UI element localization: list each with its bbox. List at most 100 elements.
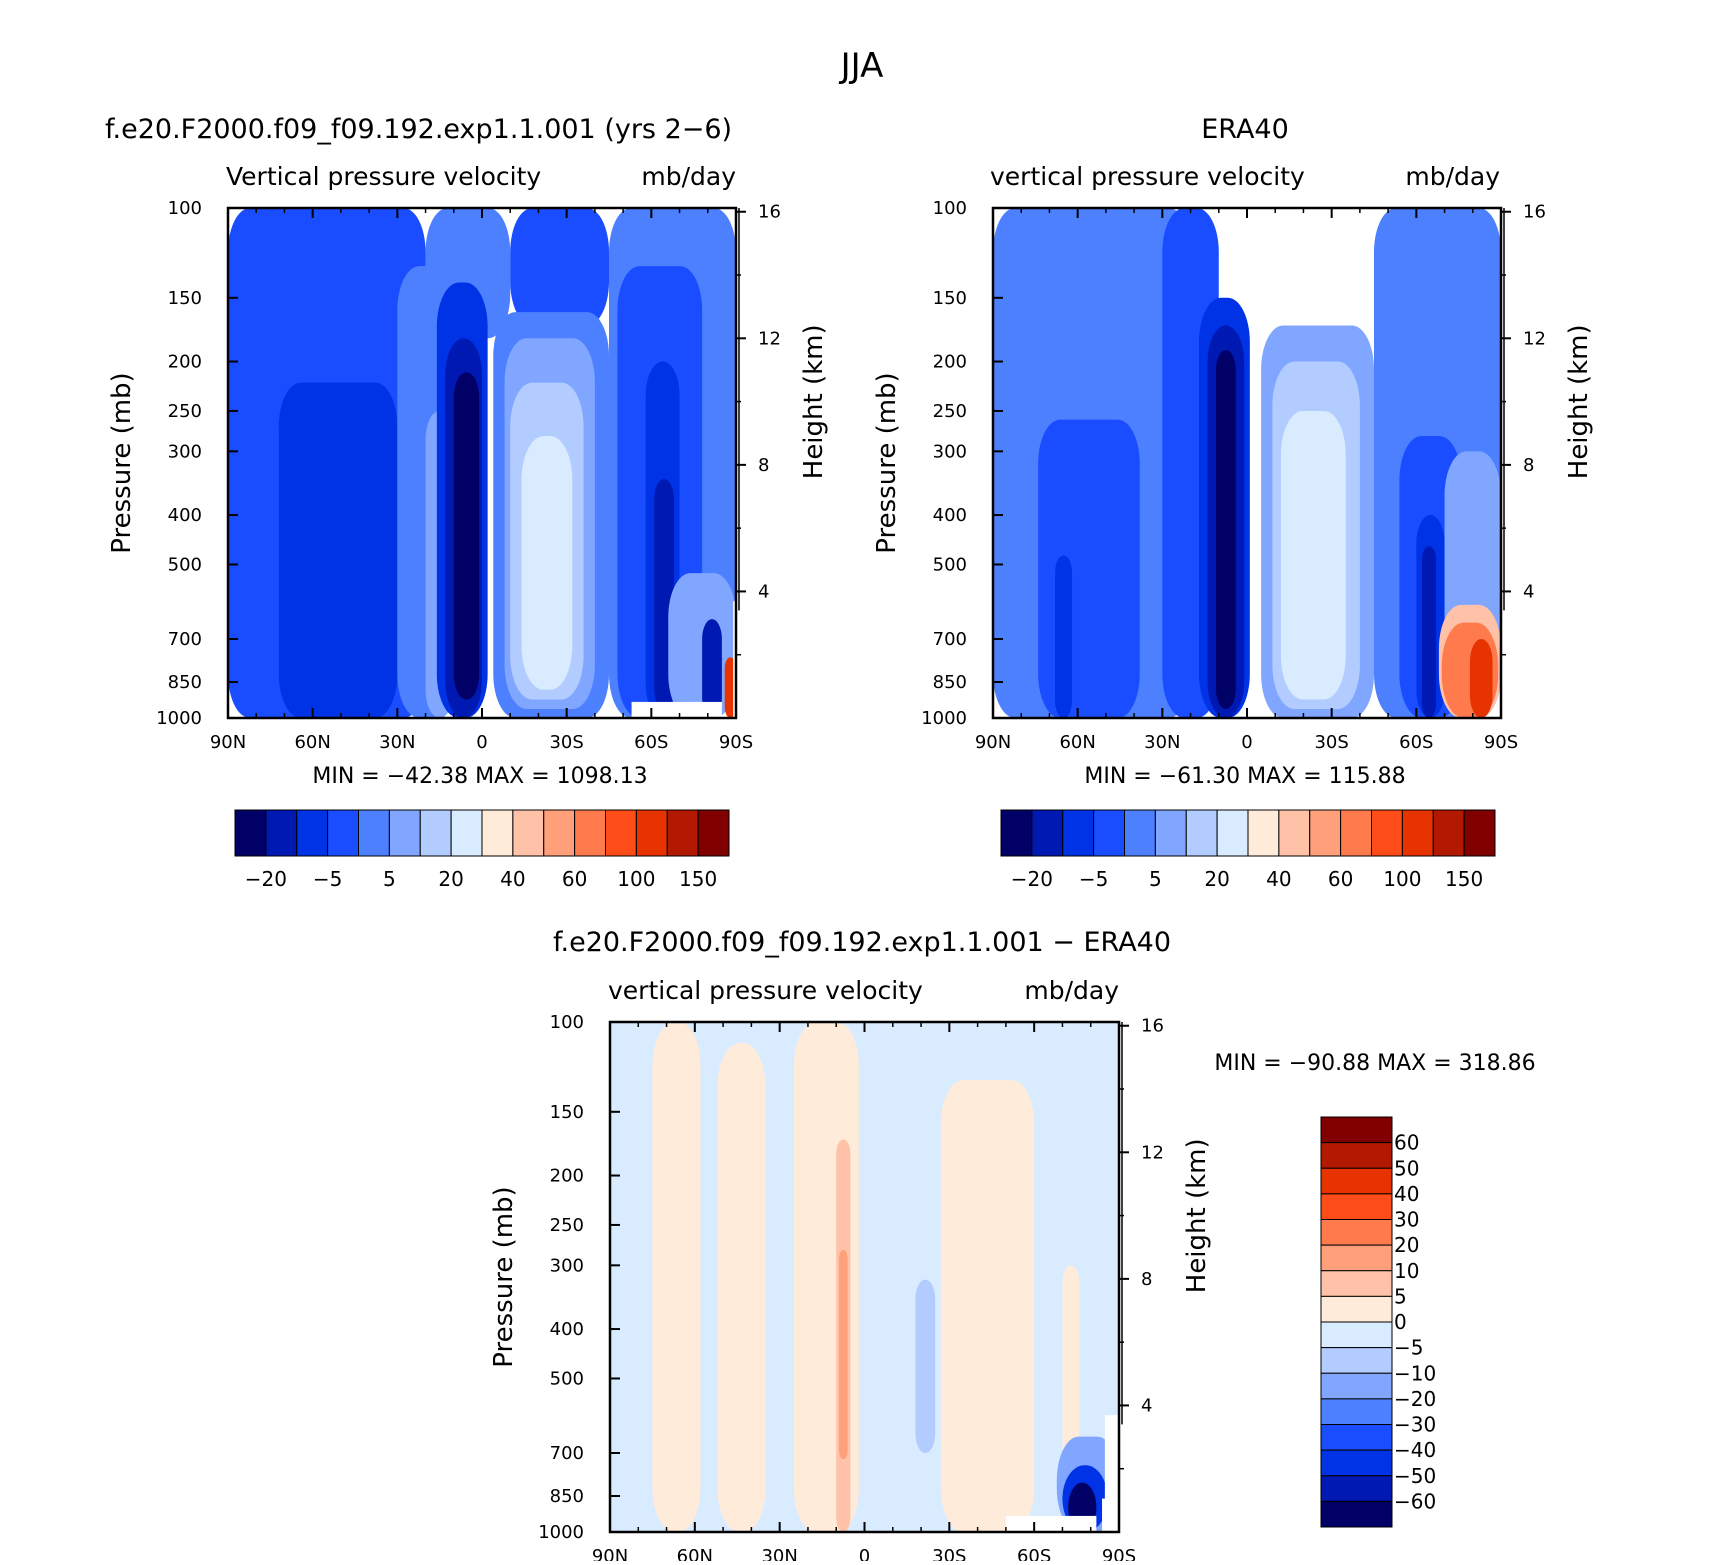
obs-colorbar-label: 5 [1149,867,1162,891]
obs-y-tick-label: 200 [933,352,967,373]
diff-x-tick-label: 60S [1017,1546,1051,1561]
diff-y2-tick-label: 16 [1141,1016,1164,1037]
model-missing-data [733,601,736,718]
model-contour-band [521,436,573,690]
model-y2-tick-label: 12 [758,328,781,349]
obs-y2-axis-label: Height (km) [1564,324,1594,479]
model-contour-band [510,208,609,326]
model-y-tick-label: 850 [168,672,202,693]
model-x-tick-label: 60N [294,732,330,753]
model-colorbar-box [666,809,699,857]
model-colorbar-box [697,809,730,857]
panel-obs: ERA40 vertical pressure velocity mb/day … [872,114,1594,891]
model-y2-axis-label: Height (km) [799,324,829,479]
diff-contour-band [652,1022,701,1532]
obs-colorbar-box [1463,809,1496,857]
diff-y-tick-label: 400 [550,1319,584,1340]
obs-colorbar-label: 40 [1266,867,1291,891]
panel-model: f.e20.F2000.f09_f09.192.exp1.1.001 (yrs … [105,114,829,891]
diff-colorbar-box [1320,1116,1393,1144]
diff-colorbar-box [1320,1270,1393,1297]
model-y-tick-label: 400 [168,505,202,526]
diff-x-tick-label: 30N [761,1546,797,1561]
model-colorbar-box [635,809,668,857]
obs-y-axis-label: Pressure (mb) [872,372,902,553]
diff-colorbar-box [1320,1193,1393,1220]
obs-colorbar-box [1340,809,1372,857]
diff-y-tick-label: 1000 [538,1522,584,1543]
model-colorbar-label: 5 [383,867,396,891]
diff-colorbar-label: −20 [1394,1387,1436,1411]
model-colorbar-box [512,809,545,857]
figure-title: JJA [839,46,884,86]
panel-model-subtitle-left: Vertical pressure velocity [226,162,541,191]
model-y2-tick-label: 8 [758,455,769,476]
obs-y-tick-label: 700 [933,629,967,650]
panel-obs-title: ERA40 [1201,114,1289,145]
model-y-tick-label: 250 [168,401,202,422]
model-y-tick-label: 200 [168,352,202,373]
model-x-tick-label: 90N [210,732,246,753]
model-contour-band [702,619,722,718]
obs-colorbar-label: −20 [1011,867,1053,891]
obs-x-tick-label: 60N [1059,732,1095,753]
obs-y-tick-label: 300 [933,441,967,462]
model-x-tick-label: 0 [476,732,487,753]
obs-colorbar-box [1371,809,1403,857]
model-colorbar-label: 100 [617,867,655,891]
model-contour-band [453,372,480,700]
diff-y-tick-label: 150 [550,1102,584,1123]
diff-colorbar-label: 40 [1394,1182,1419,1206]
diff-y-tick-label: 500 [550,1368,584,1389]
obs-contour-band [1469,639,1493,718]
diff-colorbar-label: −30 [1394,1413,1436,1437]
obs-colorbar-box [1247,809,1280,857]
obs-y-tick-label: 850 [933,672,967,693]
panel-diff-subtitle-left: vertical pressure velocity [608,976,923,1005]
model-colorbar-box [450,809,483,857]
diff-colorbar-label: 20 [1394,1233,1419,1257]
obs-y-tick-label: 250 [933,401,967,422]
diff-colorbar-label: 0 [1394,1310,1407,1334]
panel-obs-colorbar: −20 −5 5 20 40 60 100 150 [1000,809,1496,891]
obs-y-tick-label: 1000 [921,708,967,729]
panel-diff: f.e20.F2000.f09_f09.192.exp1.1.001 − ERA… [489,927,1536,1565]
diff-colorbar-box [1320,1219,1393,1246]
model-colorbar-box [388,809,421,857]
model-colorbar-box [481,809,514,857]
obs-contour-band [1421,546,1437,718]
diff-missing-data [1005,1515,1097,1532]
model-x-tick-label: 30S [549,732,583,753]
diff-y-axis-label: Pressure (mb) [489,1186,519,1367]
obs-y-tick-label: 100 [933,198,967,219]
model-contour-band [278,382,398,718]
diff-contour-band [717,1043,766,1532]
obs-y2-tick-label: 16 [1523,202,1546,223]
panel-diff-subtitle-right: mb/day [1024,976,1119,1005]
diff-colorbar-box [1320,1500,1393,1528]
diff-y2-axis-label: Height (km) [1182,1138,1212,1293]
diff-y2-tick-label: 8 [1141,1269,1152,1290]
obs-y2-tick-label: 4 [1523,581,1534,602]
obs-colorbar-label: 20 [1204,867,1229,891]
model-y-tick-label: 1000 [156,708,202,729]
obs-colorbar-box [1093,809,1125,857]
panel-model-stats: MIN = −42.38 MAX = 1098.13 [312,764,647,789]
model-colorbar-label: 40 [500,867,525,891]
obs-colorbar-box [1031,809,1064,857]
panel-diff-title: f.e20.F2000.f09_f09.192.exp1.1.001 − ERA… [553,927,1171,958]
obs-y-tick-label: 400 [933,505,967,526]
panel-model-plot: 90N 60N 30N 0 30S 60S 90S 100 150 200 250 300 400 500… [107,198,829,753]
diff-colorbar-label: −40 [1394,1438,1436,1462]
model-y-tick-label: 500 [168,554,202,575]
diff-contour-band [940,1080,1035,1532]
diff-colorbar-label: −5 [1394,1336,1423,1360]
model-colorbar-box [358,809,390,857]
model-colorbar-box [574,809,606,857]
obs-contour-band [1215,350,1236,709]
obs-colorbar-box [1216,809,1249,857]
diff-y-tick-label: 200 [550,1166,584,1187]
diff-y2-tick-label: 4 [1141,1395,1152,1416]
obs-colorbar-box [1401,809,1434,857]
